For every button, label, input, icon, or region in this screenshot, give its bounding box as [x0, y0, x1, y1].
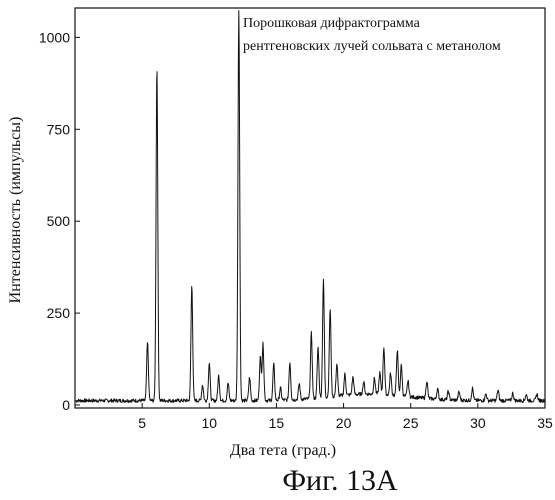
- y-tick-label: 250: [47, 305, 71, 321]
- chart-annotation-line-2: рентгеновских лучей сольвата с метанолом: [243, 39, 501, 54]
- y-axis-label: Интенсивность (импульсы): [7, 117, 24, 304]
- x-tick-label: 20: [336, 415, 352, 431]
- y-tick-label: 0: [62, 397, 70, 413]
- y-tick-label: 750: [47, 121, 71, 137]
- x-tick-label: 5: [138, 415, 146, 431]
- x-tick-label: 30: [470, 415, 486, 431]
- plot-area-border: [74, 7, 546, 409]
- chart-annotation-line-1: Порошковая дифрактограмма: [243, 16, 421, 31]
- x-tick-label: 35: [537, 415, 553, 431]
- x-axis-ticks: 5 10 15 20 25 30 35: [138, 403, 553, 431]
- x-tick-label: 15: [269, 415, 285, 431]
- y-tick-label: 1000: [39, 29, 70, 45]
- x-tick-label: 10: [201, 415, 217, 431]
- x-tick-label: 25: [403, 415, 419, 431]
- x-axis-label: Два тета (град.): [230, 442, 336, 459]
- plot-frame: [74, 7, 546, 409]
- y-tick-label: 500: [47, 213, 71, 229]
- figure-caption: Фиг. 13А: [282, 464, 398, 497]
- diffraction-pattern-line: [75, 10, 545, 403]
- y-axis-ticks: 0 250 500 750 1000: [39, 29, 80, 413]
